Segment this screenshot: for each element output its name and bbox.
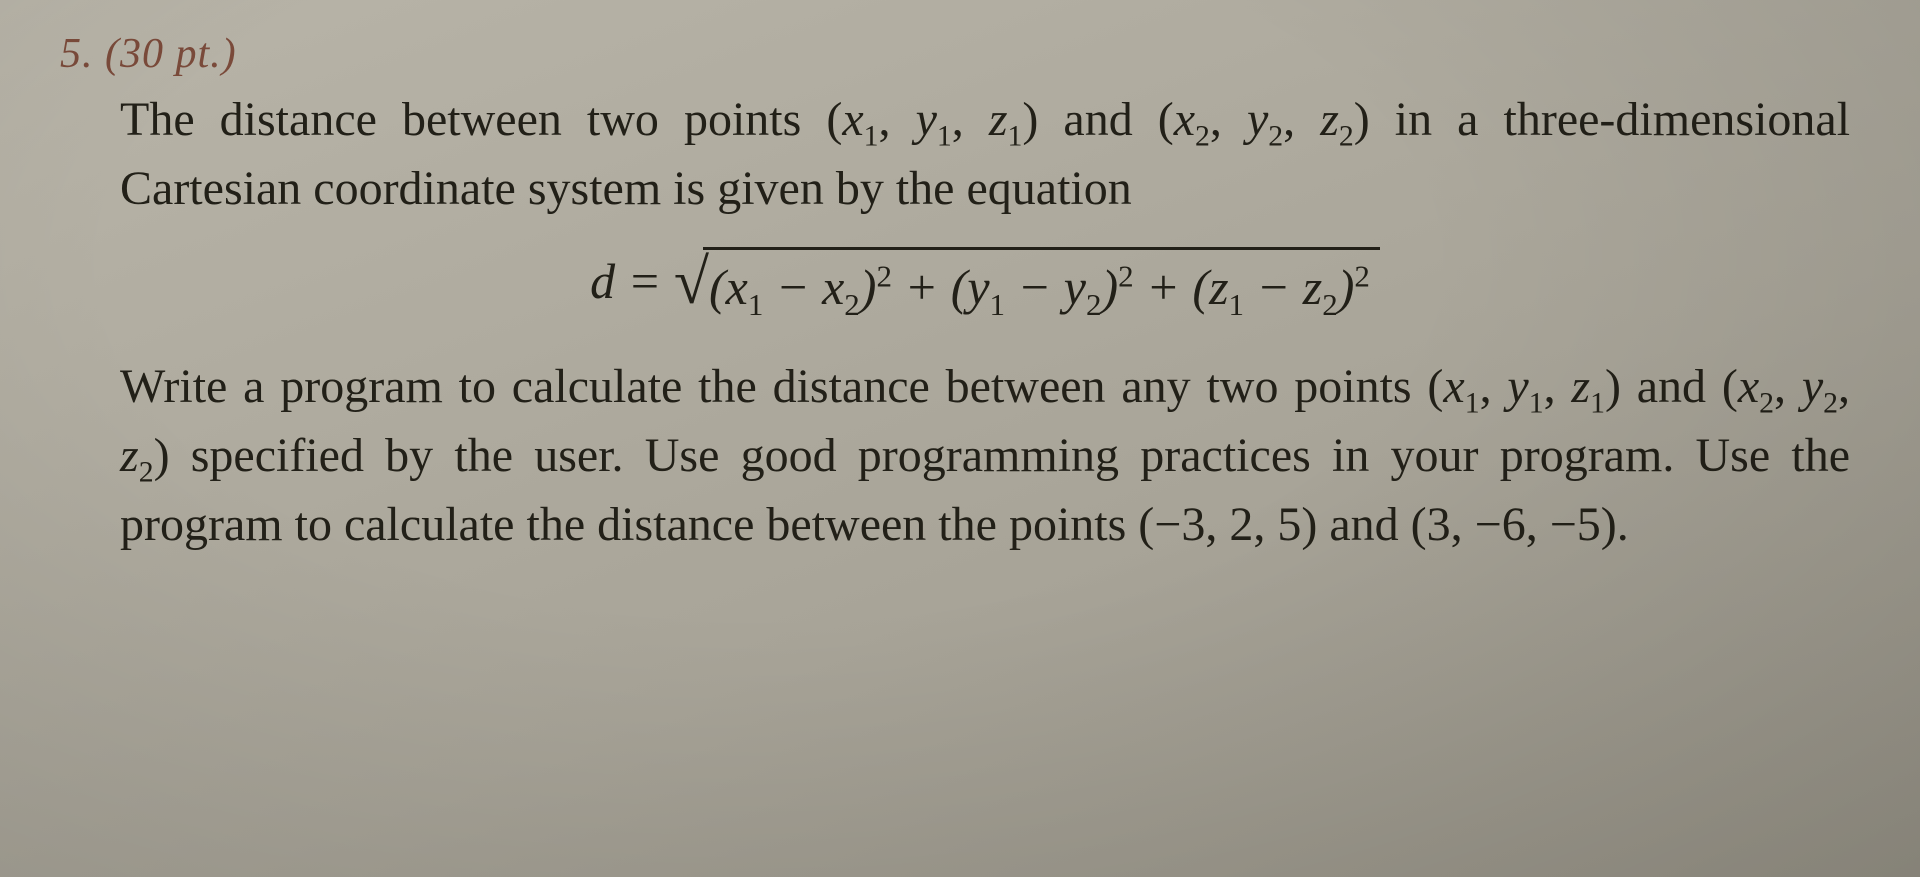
eq-minus-2: − [1005,259,1064,315]
problem-page: 5. (30 pt.) The distance between two poi… [0,0,1920,588]
eq-sub-x1: 1 [748,287,764,322]
p-open-2: ( [951,259,968,315]
comma-1: , [879,93,916,146]
sqrt-expression: √ (x1 − x2)2 + (y1 − y2)2 + (z1 − z2)2 [674,247,1380,326]
sub-1a: 1 [864,120,879,153]
para1-mid: ) and ( [1022,93,1173,146]
eq-y2: y [1064,259,1086,315]
eq-equals: = [615,252,674,308]
eq-d: d [590,252,615,308]
var-x1b: x [1443,360,1464,413]
eq-sub-y2: 2 [1086,287,1102,322]
comma-2: , [952,93,989,146]
eq-sub-z1: 1 [1229,287,1245,322]
p-open-1: ( [709,259,726,315]
eq-y1: y [967,259,989,315]
sub-1c: 1 [1008,120,1023,153]
distance-equation: d = √ (x1 − x2)2 + (y1 − y2)2 + (z1 − z2… [120,247,1850,326]
sub-2a: 2 [1195,120,1210,153]
var-z2: z [1320,93,1339,146]
comma-3: , [1210,93,1247,146]
var-z1b: z [1571,360,1590,413]
term-x: (x1 − x2)2 [709,259,892,315]
eq-plus-1: + [892,259,951,315]
sub-1f: 1 [1590,387,1605,420]
sub-1e: 1 [1529,387,1544,420]
comma-8: , [1838,360,1850,413]
var-y2: y [1247,93,1268,146]
p-close-1: ) [860,259,877,315]
sub-2b: 2 [1268,120,1283,153]
comma-6: , [1544,360,1572,413]
para1-text-a: The distance between two points ( [120,93,842,146]
eq-minus-3: − [1244,259,1303,315]
radicand: (x1 − x2)2 + (y1 − y2)2 + (z1 − z2)2 [703,247,1380,326]
sub-2c: 2 [1339,120,1354,153]
radical-icon: √ [674,253,709,311]
eq-sub-y1: 1 [990,287,1006,322]
eq-z2: z [1303,259,1322,315]
var-y2b: y [1802,360,1823,413]
var-x1: x [842,93,863,146]
eq-sub-z2: 2 [1322,287,1338,322]
eq-plus-2: + [1134,259,1193,315]
var-z2b: z [120,429,139,482]
sub-2f: 2 [139,456,154,489]
comma-4: , [1283,93,1320,146]
para2-mid: ) and ( [1605,360,1738,413]
eq-x1: x [726,259,748,315]
problem-number: 5. (30 pt.) [60,30,1850,78]
var-y1b: y [1507,360,1528,413]
eq-sq-3: 2 [1354,258,1370,293]
eq-minus-1: − [763,259,822,315]
problem-body: The distance between two points (x1, y1,… [60,88,1850,558]
var-y1: y [916,93,937,146]
var-x2b: x [1738,360,1759,413]
eq-sub-x2: 2 [844,287,860,322]
example-points: (−3, 2, 5) and (3, −6, −5). [1138,498,1628,551]
eq-sq-1: 2 [876,258,892,293]
p-close-3: ) [1338,259,1355,315]
term-z: (z1 − z2)2 [1192,259,1370,315]
term-y: (y1 − y2)2 [951,259,1134,315]
sub-2e: 2 [1823,387,1838,420]
sub-1d: 1 [1465,387,1480,420]
eq-z1: z [1209,259,1228,315]
p-close-2: ) [1102,259,1119,315]
eq-x2: x [822,259,844,315]
sub-2d: 2 [1759,387,1774,420]
var-x2: x [1174,93,1195,146]
comma-7: , [1774,360,1802,413]
comma-5: , [1480,360,1508,413]
para2-text-a: Write a program to calculate the distanc… [120,360,1443,413]
eq-sq-2: 2 [1118,258,1134,293]
var-z1: z [989,93,1008,146]
sub-1b: 1 [937,120,952,153]
p-open-3: ( [1192,259,1209,315]
